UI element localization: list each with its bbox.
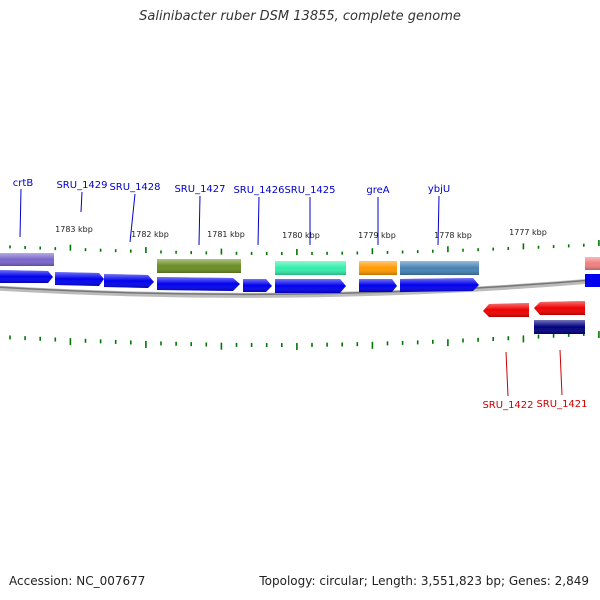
gene-label-SRU_1422[interactable]: SRU_1422 [482, 400, 533, 411]
feature-bar-greA-shade [359, 261, 397, 275]
feature-bar-ybjU-shade [400, 261, 479, 275]
forward-gene-labels: crtB SRU_1429 SRU_1428 SRU_1427 SRU_1426… [13, 178, 450, 196]
gene-label-ybjU[interactable]: ybjU [428, 184, 450, 195]
feature-bar-crtB-shade [0, 253, 54, 266]
gene-label-greA[interactable]: greA [366, 185, 389, 196]
gene-label-SRU_1427[interactable]: SRU_1427 [174, 184, 225, 195]
forward-feature-bars [0, 253, 600, 275]
ruler-label: 1783 kbp [55, 225, 93, 234]
ruler: 1783 kbp 1782 kbp 1781 kbp 1780 kbp 1779… [55, 225, 547, 240]
gene-label-SRU_1421[interactable]: SRU_1421 [536, 399, 587, 410]
accession-text: Accession: NC_007677 [9, 574, 146, 588]
leader-ybjU [437, 195, 440, 246]
ruler-label: 1781 kbp [207, 230, 245, 239]
genome-backbone-edge [0, 278, 600, 296]
ruler-label: 1780 kbp [282, 231, 320, 240]
leader-SRU_1422 [505, 351, 509, 397]
genome-title: Salinibacter ruber DSM 13855, complete g… [139, 9, 461, 24]
forward-cds-shading [0, 270, 479, 293]
genome-backbone [0, 277, 600, 298]
ruler-label: 1779 kbp [358, 231, 396, 240]
leader-SRU_1427 [198, 195, 201, 246]
ruler-label: 1777 kbp [509, 228, 547, 237]
leader-SRU_1426 [257, 196, 260, 246]
leader-SRU_1421 [559, 349, 563, 396]
ruler-ticks-bottom [9, 331, 600, 351]
feature-bar-SRU_1421-shade [534, 320, 585, 334]
cds-shade [534, 301, 585, 315]
gene-label-SRU_1426[interactable]: SRU_1426 [233, 185, 284, 196]
feature-bar-edge-shade [585, 257, 600, 270]
ruler-label: 1778 kbp [434, 231, 472, 240]
leader-SRU_1428 [129, 193, 136, 243]
reverse-cds-arrows [483, 301, 585, 334]
ruler-label: 1782 kbp [131, 230, 169, 239]
feature-bar-SRU_1427-shade [157, 259, 241, 273]
reverse-gene-labels: SRU_1422 SRU_1421 [482, 399, 587, 411]
cds-arrow-edge[interactable] [585, 274, 600, 287]
ruler-ticks-top [9, 240, 600, 256]
genome-summary-text: Topology: circular; Length: 3,551,823 bp… [259, 574, 589, 588]
leader-crtB [19, 188, 22, 238]
cds-shade [483, 303, 529, 317]
leader-SRU_1429 [80, 191, 83, 213]
gene-label-SRU_1425[interactable]: SRU_1425 [284, 185, 335, 196]
gene-label-crtB[interactable]: crtB [13, 178, 34, 189]
gene-label-SRU_1428[interactable]: SRU_1428 [109, 182, 160, 193]
gene-label-SRU_1429[interactable]: SRU_1429 [56, 180, 107, 191]
feature-bar-SRU_1425-shade [275, 261, 346, 275]
label-leaders [19, 188, 563, 397]
